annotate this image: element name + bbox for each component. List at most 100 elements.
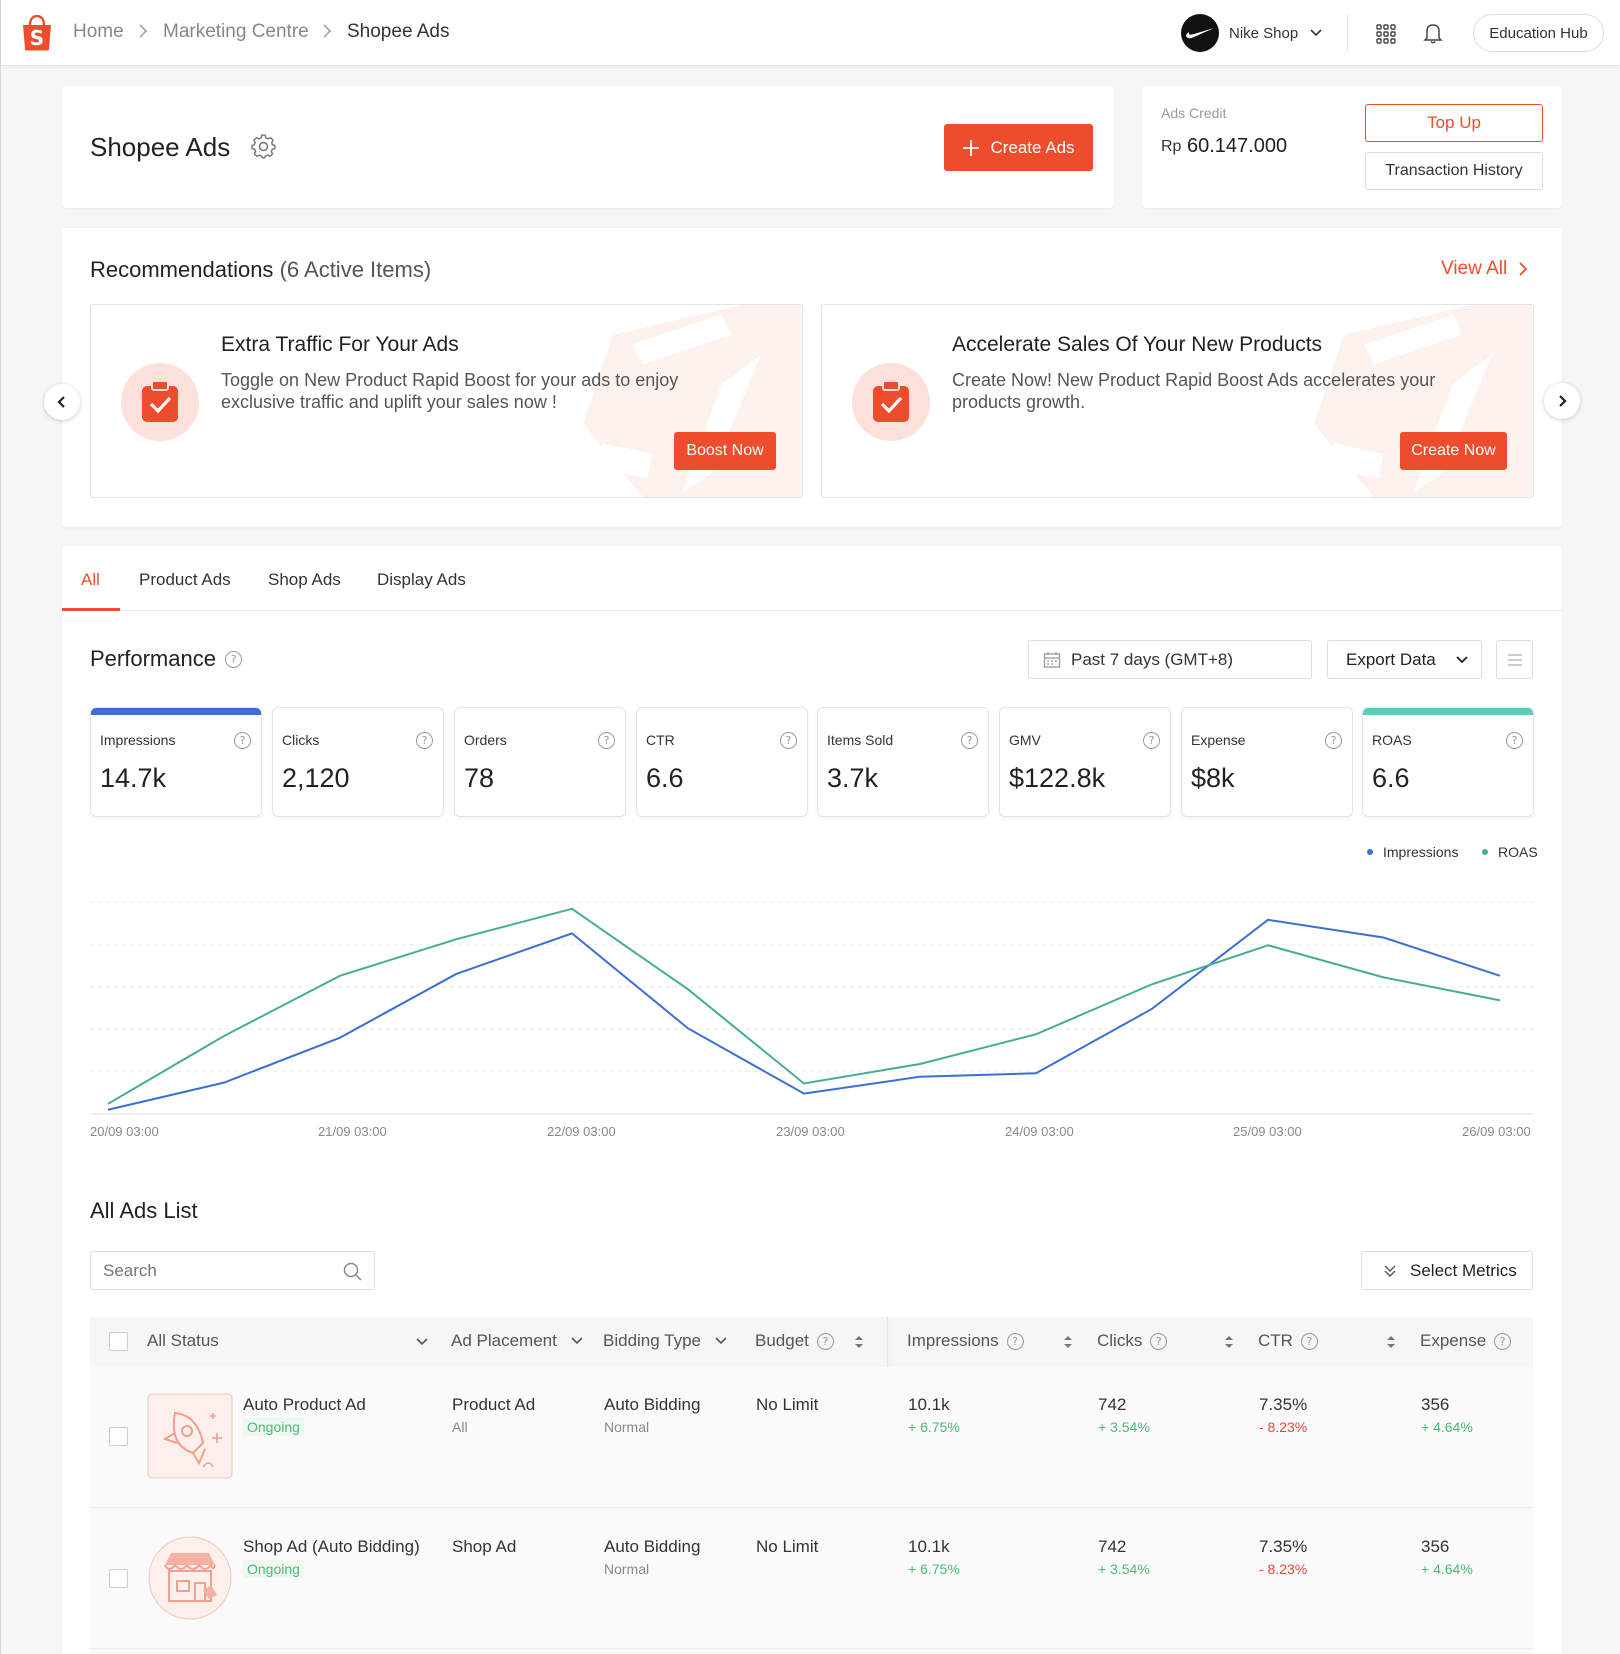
- row-checkbox[interactable]: [109, 1569, 128, 1588]
- ad-budget: No Limit: [756, 1537, 819, 1556]
- column-impressions[interactable]: Impressions ?: [907, 1331, 1024, 1351]
- ad-impressions-delta: + 6.75%: [908, 1561, 960, 1577]
- ad-expense: 356: [1421, 1537, 1450, 1556]
- export-data-dropdown[interactable]: Export Data: [1327, 640, 1482, 679]
- column-bidding[interactable]: Bidding Type: [603, 1331, 729, 1351]
- ad-name[interactable]: Shop Ad (Auto Bidding): [243, 1537, 420, 1556]
- select-metrics-button[interactable]: Select Metrics: [1361, 1251, 1533, 1290]
- help-icon[interactable]: ?: [780, 732, 797, 749]
- tab-display-ads[interactable]: Display Ads: [377, 570, 466, 589]
- metric-label: Clicks: [282, 732, 320, 748]
- shopee-logo-icon[interactable]: S: [21, 15, 53, 51]
- recommendation-title: Accelerate Sales Of Your New Products: [952, 333, 1323, 356]
- ads-header-card: Shopee Ads Create Ads: [62, 86, 1114, 208]
- help-icon[interactable]: ?: [1143, 732, 1160, 749]
- create-ads-button[interactable]: Create Ads: [944, 124, 1093, 171]
- metric-value: 14.7k: [100, 763, 167, 793]
- help-icon[interactable]: ?: [1325, 732, 1342, 749]
- gear-icon[interactable]: [250, 133, 277, 160]
- chevron-down-icon: [715, 1337, 727, 1345]
- education-hub-button[interactable]: Education Hub: [1473, 14, 1604, 52]
- help-icon[interactable]: ?: [225, 651, 242, 668]
- tab-all[interactable]: All: [81, 570, 100, 589]
- column-ctr[interactable]: CTR ?: [1258, 1331, 1318, 1351]
- chevron-left-icon: [57, 396, 65, 408]
- top-bar: S Home Marketing Centre Shopee Ads Nike …: [1, 0, 1620, 66]
- metric-impressions[interactable]: Impressions ? 14.7k: [90, 707, 262, 817]
- help-icon[interactable]: ?: [961, 732, 978, 749]
- series-line-roas: [107, 907, 1501, 1105]
- help-icon[interactable]: ?: [416, 732, 433, 749]
- metric-gmv[interactable]: GMV ? $122.8k: [999, 707, 1171, 817]
- metric-ctr[interactable]: CTR ? 6.6: [636, 707, 808, 817]
- view-all-link[interactable]: View All: [1441, 258, 1531, 280]
- metric-roas[interactable]: ROAS ? 6.6: [1362, 707, 1534, 817]
- shop-selector[interactable]: Nike Shop: [1181, 14, 1324, 52]
- metric-orders[interactable]: Orders ? 78: [454, 707, 626, 817]
- bell-icon[interactable]: [1423, 22, 1443, 44]
- column-clicks[interactable]: Clicks ?: [1097, 1331, 1168, 1351]
- date-range-picker[interactable]: Past 7 days (GMT+8): [1028, 640, 1312, 679]
- search-icon[interactable]: [343, 1262, 362, 1281]
- top-up-button[interactable]: Top Up: [1365, 104, 1543, 142]
- column-status[interactable]: All Status: [147, 1331, 219, 1351]
- table-row[interactable]: [90, 1508, 1533, 1654]
- ad-clicks: 742: [1098, 1537, 1127, 1556]
- column-label: Clicks: [1097, 1331, 1143, 1350]
- legend-item-roas: ROAS: [1482, 844, 1538, 860]
- breadcrumb-marketing[interactable]: Marketing Centre: [163, 21, 309, 42]
- ads-credit-label: Ads Credit: [1161, 105, 1227, 121]
- active-tab-indicator: [62, 608, 120, 611]
- tab-shop-ads[interactable]: Shop Ads: [268, 570, 341, 589]
- transaction-history-button[interactable]: Transaction History: [1365, 152, 1543, 190]
- ads-credit-card: Ads Credit Rp 60.147.000 Top Up Transact…: [1142, 86, 1562, 208]
- tab-product-ads[interactable]: Product Ads: [139, 570, 231, 589]
- metric-clicks[interactable]: Clicks ? 2,120: [272, 707, 444, 817]
- help-icon[interactable]: ?: [598, 732, 615, 749]
- column-label: Budget: [755, 1331, 809, 1350]
- breadcrumb-home[interactable]: Home: [73, 21, 124, 42]
- metric-label: Items Sold: [827, 732, 894, 748]
- apps-grid-icon[interactable]: [1376, 24, 1396, 44]
- chevron-right-icon: [1559, 395, 1567, 407]
- column-placement[interactable]: Ad Placement: [451, 1331, 585, 1351]
- metric-value: 6.6: [1372, 763, 1410, 793]
- shop-name: Nike Shop: [1229, 24, 1299, 42]
- list-view-button[interactable]: [1496, 640, 1533, 679]
- column-expense[interactable]: Expense ?: [1420, 1331, 1512, 1351]
- ad-expense-delta: + 4.64%: [1421, 1561, 1473, 1577]
- recommendation-title: Extra Traffic For Your Ads: [221, 333, 459, 356]
- date-range-value: Past 7 days (GMT+8): [1071, 649, 1234, 669]
- metric-items-sold[interactable]: Items Sold ? 3.7k: [817, 707, 989, 817]
- carousel-prev-button[interactable]: [44, 384, 80, 420]
- x-tick-label: 21/09 03:00: [318, 1124, 387, 1139]
- create-now-button[interactable]: Create Now: [1400, 432, 1507, 470]
- sort-icon[interactable]: [1223, 1334, 1235, 1350]
- recommendation-card: Extra Traffic For Your Ads Toggle on New…: [90, 304, 803, 498]
- help-icon[interactable]: ?: [1506, 732, 1523, 749]
- select-all-checkbox[interactable]: [109, 1332, 128, 1351]
- recommendation-desc: Toggle on New Product Rapid Boost for yo…: [221, 370, 679, 412]
- ad-bidding: Auto Bidding: [604, 1537, 701, 1556]
- ad-ctr: 7.35%: [1259, 1395, 1308, 1414]
- ad-name[interactable]: Auto Product Ad: [243, 1395, 366, 1414]
- table-row[interactable]: [90, 1367, 1533, 1507]
- column-label: CTR: [1258, 1331, 1293, 1350]
- column-budget[interactable]: Budget ?: [755, 1331, 834, 1351]
- sort-icon[interactable]: [1385, 1334, 1397, 1350]
- x-tick-label: 26/09 03:00: [1462, 1124, 1531, 1139]
- ad-impressions: 10.1k: [908, 1395, 950, 1414]
- row-checkbox[interactable]: [109, 1427, 128, 1446]
- boost-now-button[interactable]: Boost Now: [674, 432, 776, 470]
- carousel-next-button[interactable]: [1544, 383, 1580, 419]
- chevron-down-icon[interactable]: [414, 1334, 430, 1350]
- help-icon: ?: [1150, 1332, 1168, 1350]
- sort-icon[interactable]: [853, 1334, 865, 1350]
- legend-item-impressions: Impressions: [1367, 844, 1458, 860]
- metric-expense[interactable]: Expense ? $8k: [1181, 707, 1353, 817]
- sort-icon[interactable]: [1062, 1334, 1074, 1350]
- ad-ctr-delta: - 8.23%: [1259, 1561, 1308, 1577]
- ads-list-title: All Ads List: [90, 1198, 198, 1223]
- help-icon[interactable]: ?: [234, 732, 251, 749]
- search-input[interactable]: [103, 1260, 333, 1282]
